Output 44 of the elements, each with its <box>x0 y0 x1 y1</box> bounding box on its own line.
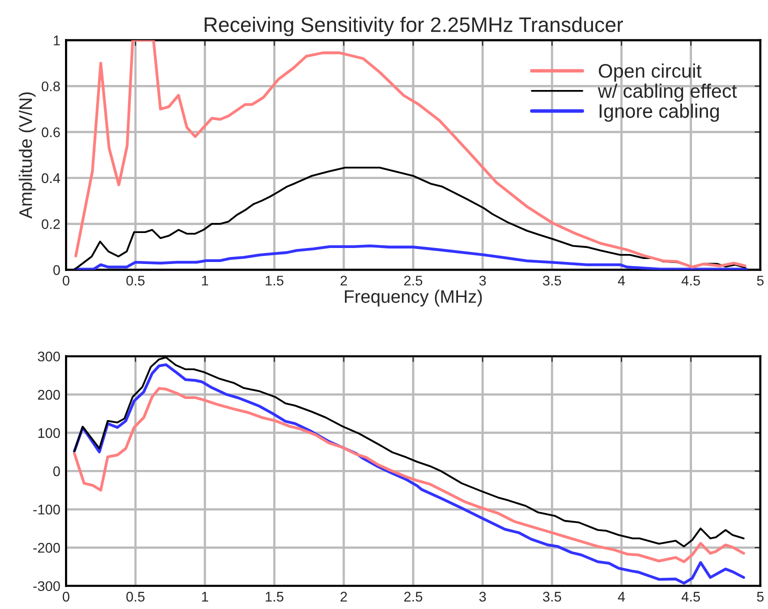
line-series <box>72 387 746 564</box>
x-tick-label: 3 <box>479 592 486 602</box>
y-tick-label: 0 <box>53 265 60 275</box>
x-tick-label: 2 <box>340 276 347 286</box>
legend-label: Ignore cabling <box>600 104 719 122</box>
y-tick-label: 200 <box>38 390 60 400</box>
x-tick-label: 3 <box>479 276 486 286</box>
x-tick-label: 5 <box>757 592 764 602</box>
line-series <box>74 40 746 268</box>
x-tick-label: 5 <box>757 276 764 286</box>
x-tick-label: 0 <box>62 276 70 286</box>
y-tick-label: 300 <box>38 352 60 362</box>
x-tick-label: 4 <box>618 592 625 602</box>
x-tick-label: 0 <box>62 592 70 602</box>
y-axis-title: Amplitude (V/N) <box>18 92 36 219</box>
x-tick-label: 1 <box>202 592 208 602</box>
y-tick-label: -100 <box>33 504 60 514</box>
x-tick-label: 4.5 <box>682 276 700 286</box>
y-tick-label: 0 <box>53 466 60 476</box>
y-tick-label: -300 <box>33 581 60 592</box>
y-tick-label: 1 <box>54 36 60 46</box>
chart-title: Receiving Sensitivity for 2.25MHz Transducer <box>204 16 624 36</box>
x-tick-label: 4.5 <box>682 592 700 602</box>
legend-label: Open circuit <box>598 64 702 82</box>
x-tick-label: 1.5 <box>266 276 284 286</box>
x-tick-label: 4 <box>618 276 625 286</box>
y-tick-label: 0.8 <box>42 81 60 92</box>
x-tick-label: 2 <box>340 592 347 602</box>
y-tick-label: -200 <box>33 542 60 553</box>
y-tick-label: 0.2 <box>42 219 60 230</box>
x-tick-label: 2.5 <box>404 592 422 602</box>
y-tick-label: 0.4 <box>42 173 60 184</box>
line-series <box>74 244 748 270</box>
y-tick-label: 0.6 <box>42 127 60 138</box>
x-tick-label: 3.5 <box>542 276 562 286</box>
y-tick-label: 100 <box>38 428 60 438</box>
x-tick-label: 2.5 <box>404 276 422 286</box>
legend-label: w/ cabling effect <box>598 84 737 102</box>
x-tick-label: 0.5 <box>126 592 145 602</box>
x-tick-label: 1.5 <box>266 592 284 602</box>
x-tick-label: 0.5 <box>126 276 145 286</box>
x-tick-label: 1 <box>202 276 208 286</box>
x-axis-title: Frequency (MHz) <box>344 290 482 307</box>
x-tick-label: 3.5 <box>542 592 562 602</box>
